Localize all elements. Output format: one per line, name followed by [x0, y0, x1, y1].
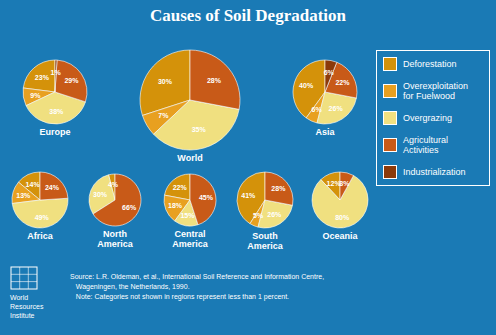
svg-text:49%: 49% [35, 214, 50, 221]
html-text:America: America [97, 239, 133, 249]
svg-text:26%: 26% [329, 105, 344, 112]
svg-text:24%: 24% [45, 184, 60, 191]
svg-text:22%: 22% [335, 79, 350, 86]
svg-text:23%: 23% [35, 74, 50, 81]
html-text:World: World [10, 294, 29, 301]
html-text:Africa: Africa [27, 231, 53, 241]
html-text:Institute: Institute [10, 312, 35, 319]
svg-text:12%: 12% [326, 180, 341, 188]
svg-text:26%: 26% [267, 211, 282, 218]
svg-text:41%: 41% [241, 192, 256, 199]
svg-text:29%: 29% [64, 77, 79, 84]
svg-text:14%: 14% [26, 181, 41, 188]
html-text:Deforestation: Deforestation [403, 59, 457, 69]
html-text:South: South [252, 231, 278, 241]
html-text:Activities: Activities [403, 145, 439, 155]
html-text:Overexploitation: Overexploitation [403, 81, 468, 91]
html-text:Europe: Europe [39, 127, 71, 137]
html-text:Industrialization: Industrialization [403, 167, 466, 177]
svg-text:28%: 28% [207, 77, 222, 84]
svg-text:4%: 4% [108, 181, 119, 188]
svg-text:45%: 45% [199, 194, 214, 201]
svg-text:6%: 6% [324, 69, 335, 76]
svg-text:30%: 30% [158, 78, 173, 85]
html-text:Asia: Asia [315, 127, 335, 137]
html-text:World: World [177, 153, 203, 163]
html-text:Oceania: Oceania [322, 231, 358, 241]
svg-text:15%: 15% [180, 212, 195, 219]
svg-text:5%: 5% [253, 212, 264, 219]
html-text:Overgrazing: Overgrazing [403, 113, 452, 123]
svg-text:66%: 66% [122, 204, 137, 211]
html-text:America: America [172, 239, 208, 249]
svg-text:9%: 9% [30, 92, 41, 99]
svg-text:7%: 7% [158, 112, 169, 119]
svg-text:38%: 38% [49, 108, 64, 115]
svg-text:80%: 80% [335, 214, 350, 221]
svg-text:30%: 30% [93, 191, 108, 198]
svg-text:40%: 40% [299, 82, 314, 89]
svg-text:13%: 13% [16, 192, 31, 199]
svg-text:28%: 28% [271, 185, 286, 192]
svg-text:8%: 8% [339, 180, 350, 187]
html-text:Source: L.R. Oldeman, et al.,: Source: L.R. Oldeman, et al., Internatio… [70, 273, 325, 300]
html-text:for Fuelwood: for Fuelwood [403, 91, 455, 101]
html-text:America: America [247, 241, 283, 251]
html-text:Resources: Resources [10, 303, 44, 310]
svg-text:35%: 35% [192, 126, 207, 133]
svg-text:18%: 18% [168, 202, 183, 209]
html-text:North: North [103, 229, 127, 239]
svg-text:22%: 22% [173, 184, 188, 191]
html-text:Central: Central [174, 229, 206, 239]
svg-text:1%: 1% [51, 69, 62, 76]
html-text:Causes of Soil Degradation: Causes of Soil Degradation [150, 6, 346, 25]
html-text:Agricultural: Agricultural [403, 135, 448, 145]
svg-text:6%: 6% [311, 106, 322, 113]
